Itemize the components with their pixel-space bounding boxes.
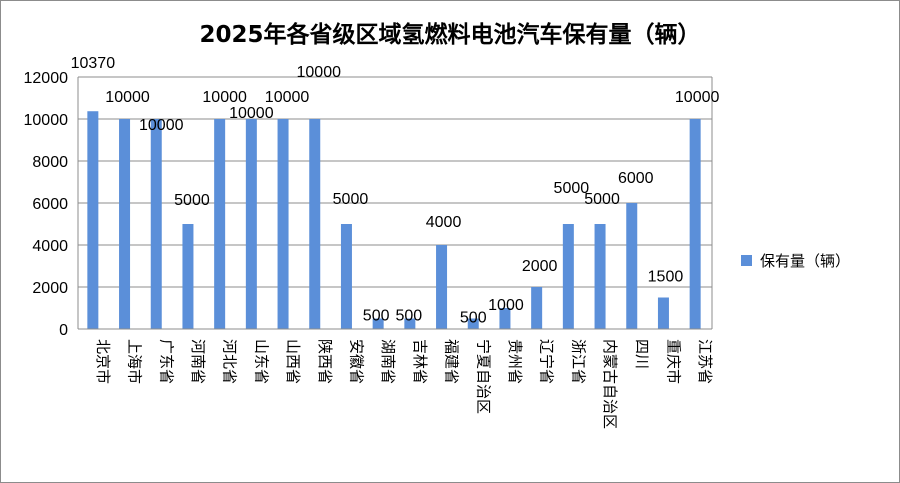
bar bbox=[626, 203, 638, 329]
x-category-label: 山西省 bbox=[284, 339, 302, 384]
data-label: 6000 bbox=[618, 170, 654, 187]
data-label: 4000 bbox=[426, 214, 462, 231]
data-label: 5000 bbox=[333, 191, 369, 208]
y-tick-label: 10000 bbox=[24, 112, 69, 129]
x-category-label: 浙江省 bbox=[569, 339, 587, 384]
x-category-label: 贵州省 bbox=[506, 339, 524, 384]
x-category-label: 宁夏自治区 bbox=[474, 339, 492, 414]
bar bbox=[372, 318, 384, 329]
data-label: 5000 bbox=[174, 192, 210, 209]
bars bbox=[87, 111, 701, 329]
legend: 保有量（辆） bbox=[741, 252, 850, 270]
x-category-label: 安徽省 bbox=[347, 339, 365, 384]
category-labels: 北京市 上海市 广东省 河南省 河北省 山东省 山西省 陕西省 安徽省 湖南省 吉林省 福建省 宁夏自治… bbox=[94, 339, 714, 429]
data-label: 5000 bbox=[554, 180, 590, 197]
bar bbox=[689, 119, 701, 329]
legend-label: 保有量（辆） bbox=[760, 252, 850, 270]
x-category-label: 湖南省 bbox=[379, 339, 397, 384]
data-label: 2000 bbox=[522, 258, 558, 275]
x-category-label: 辽宁省 bbox=[538, 339, 556, 384]
y-tick-label: 8000 bbox=[32, 154, 68, 171]
data-label: 1000 bbox=[488, 297, 524, 314]
y-axis-ticks: 0 2000 4000 6000 8000 10000 12000 bbox=[24, 70, 69, 339]
data-labels: 1037010000100005000100001000010000100005… bbox=[71, 55, 720, 326]
bar bbox=[562, 224, 574, 329]
y-tick-label: 0 bbox=[59, 322, 68, 339]
data-label: 500 bbox=[395, 308, 422, 325]
x-category-label: 吉林省 bbox=[411, 339, 429, 384]
bar bbox=[182, 224, 194, 329]
y-tick-label: 6000 bbox=[32, 196, 68, 213]
x-category-label: 内蒙古自治区 bbox=[601, 339, 619, 429]
x-category-label: 河南省 bbox=[189, 339, 207, 384]
bar bbox=[309, 119, 321, 329]
data-label: 10370 bbox=[71, 55, 116, 72]
bar bbox=[436, 245, 448, 329]
x-category-label: 北京市 bbox=[94, 339, 112, 384]
bar bbox=[214, 119, 226, 329]
y-tick-label: 2000 bbox=[32, 280, 68, 297]
legend-swatch bbox=[741, 255, 752, 266]
bar bbox=[150, 119, 162, 329]
x-category-label: 上海市 bbox=[126, 339, 144, 384]
y-tick-label: 4000 bbox=[32, 238, 68, 255]
bar bbox=[87, 111, 99, 329]
bar bbox=[404, 318, 416, 329]
bar bbox=[594, 224, 606, 329]
x-category-label: 四川 bbox=[633, 339, 651, 369]
x-category-label: 广东省 bbox=[157, 339, 175, 384]
bar bbox=[467, 318, 479, 329]
bar bbox=[277, 119, 289, 329]
x-category-label: 山东省 bbox=[252, 339, 270, 384]
data-label: 10000 bbox=[265, 89, 310, 106]
data-label: 10000 bbox=[139, 117, 184, 134]
data-label: 10000 bbox=[297, 64, 342, 81]
x-category-label: 重庆市 bbox=[664, 339, 682, 384]
bar bbox=[531, 287, 543, 329]
chart-title: 2025年各省级区域氢燃料电池汽车保有量（辆） bbox=[199, 21, 700, 48]
data-label: 10000 bbox=[229, 105, 274, 122]
bar bbox=[499, 308, 511, 329]
data-label: 10000 bbox=[105, 89, 150, 106]
bar bbox=[245, 119, 257, 329]
bar bbox=[119, 119, 131, 329]
bar bbox=[340, 224, 352, 329]
x-category-label: 河北省 bbox=[221, 339, 239, 384]
x-category-label: 江苏省 bbox=[696, 339, 714, 384]
data-label: 500 bbox=[460, 310, 487, 327]
data-label: 10000 bbox=[675, 89, 720, 106]
data-label: 500 bbox=[363, 308, 390, 325]
bar bbox=[657, 297, 669, 329]
data-label: 10000 bbox=[202, 89, 247, 106]
x-category-label: 陕西省 bbox=[316, 339, 334, 384]
x-category-label: 福建省 bbox=[443, 339, 461, 384]
y-tick-label: 12000 bbox=[24, 70, 69, 87]
data-label: 5000 bbox=[584, 191, 620, 208]
data-label: 1500 bbox=[648, 269, 684, 286]
